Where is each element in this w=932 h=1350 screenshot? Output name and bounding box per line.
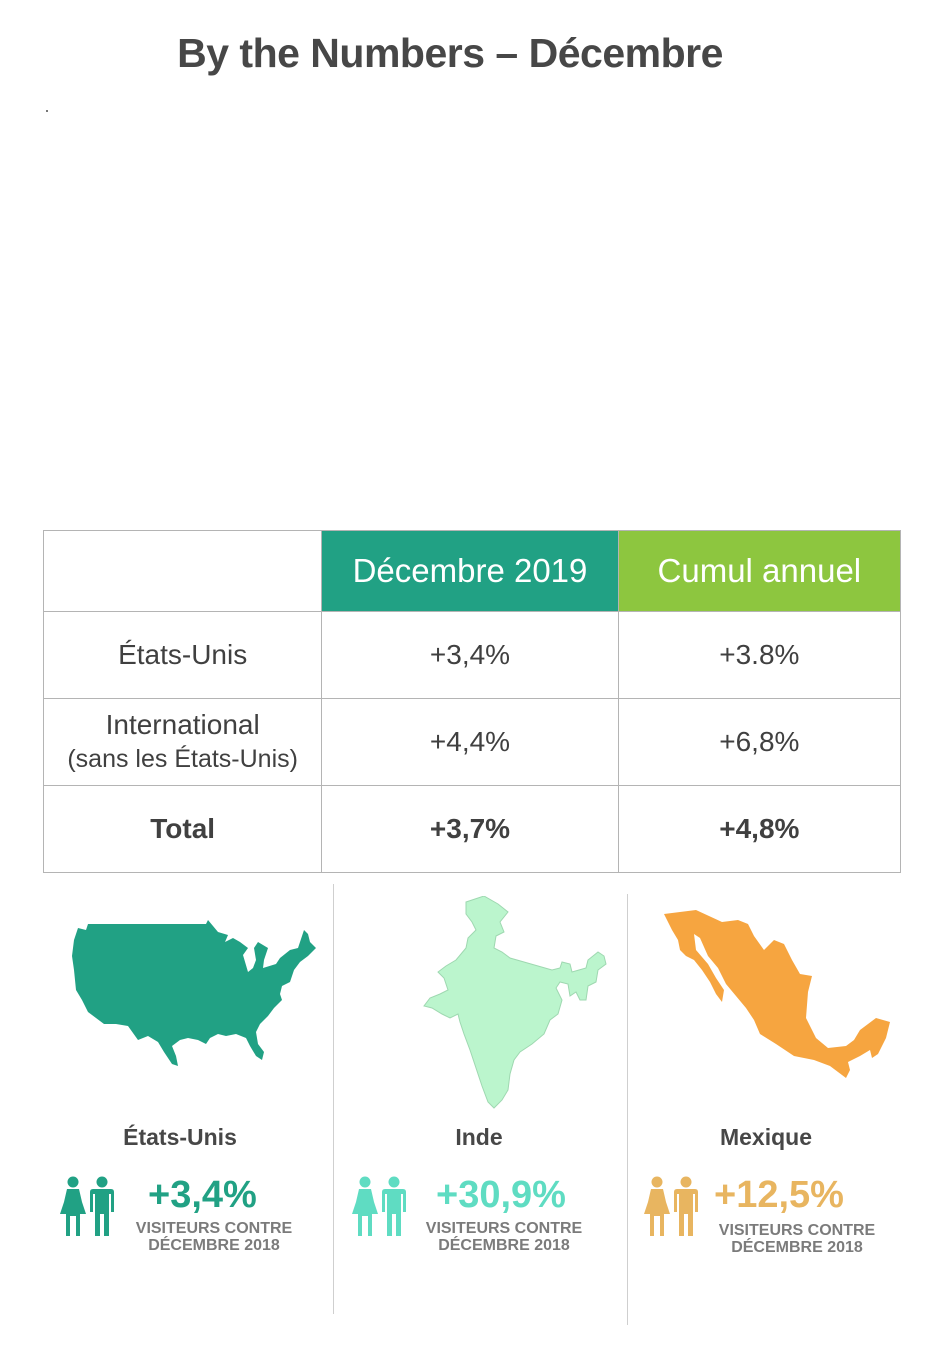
caption-line-1: VISITEURS CONTRE — [718, 1222, 876, 1239]
country-label: Mexique — [719, 1124, 813, 1150]
people-icon — [60, 1176, 114, 1236]
row-december-value: +3,7% — [321, 785, 619, 873]
visitor-percent: +12,5% — [714, 1174, 844, 1216]
mexico-map-icon — [664, 910, 890, 1078]
visitor-percent: +30,9% — [436, 1174, 566, 1216]
row-sublabel: (sans les États-Unis) — [67, 745, 298, 773]
table-row: États-Unis +3,4% +3.8% — [42, 611, 902, 699]
usa-map-icon — [72, 920, 316, 1066]
row-ytd-value: +4,8% — [617, 785, 902, 873]
people-icon — [644, 1176, 698, 1236]
panel-mexico: Mexique +12,5% VISITEURS CONTRE DÉCEMBRE… — [628, 880, 918, 1300]
row-december-value: +4,4% — [321, 698, 619, 786]
visitor-caption: VISITEURS CONTRE DÉCEMBRE 2018 — [129, 1220, 299, 1254]
row-label: International — [105, 709, 260, 740]
country-label: Inde — [455, 1124, 503, 1150]
visitor-percent: +3,4% — [148, 1174, 257, 1216]
caption-line-2: DÉCEMBRE 2018 — [731, 1239, 863, 1256]
caption-line-2: DÉCEMBRE 2018 — [438, 1237, 570, 1254]
row-december-value: +3,4% — [321, 611, 619, 699]
table-row-total: Total +3,7% +4,8% — [42, 785, 902, 873]
stats-table: Décembre 2019 Cumul annuel États-Unis +3… — [42, 530, 902, 873]
row-ytd-value: +6,8% — [617, 698, 902, 786]
visitor-caption: VISITEURS CONTRE DÉCEMBRE 2018 — [419, 1220, 589, 1254]
people-icon — [352, 1176, 406, 1236]
row-ytd-value: +3.8% — [617, 611, 902, 699]
table-row: International (sans les États-Unis) +4,4… — [42, 698, 902, 786]
header-cumul-annuel: Cumul annuel — [617, 530, 902, 612]
header-empty — [42, 530, 323, 612]
stray-dot — [46, 110, 48, 112]
panel-india: Inde +30,9% VISITEURS CONTRE DÉCEMBRE 20… — [334, 880, 624, 1300]
header-decembre-2019: Décembre 2019 — [321, 530, 619, 612]
visitor-caption: VISITEURS CONTRE DÉCEMBRE 2018 — [712, 1222, 882, 1256]
page-title: By the Numbers – Décembre — [177, 30, 723, 76]
table-header-row: Décembre 2019 Cumul annuel — [42, 530, 902, 612]
caption-line-1: VISITEURS CONTRE — [425, 1220, 583, 1237]
caption-line-1: VISITEURS CONTRE — [135, 1220, 293, 1237]
row-label: États-Unis — [42, 611, 323, 699]
panel-usa: États-Unis +3,4% VISITEURS CONTRE DÉCEMB… — [40, 880, 330, 1300]
row-label-cell: International (sans les États-Unis) — [42, 698, 323, 786]
country-label: États-Unis — [123, 1124, 237, 1150]
column-divider — [627, 894, 628, 1325]
india-map-icon — [423, 896, 607, 1109]
row-label: Total — [42, 785, 323, 873]
column-divider — [333, 884, 334, 1314]
caption-line-2: DÉCEMBRE 2018 — [148, 1237, 280, 1254]
